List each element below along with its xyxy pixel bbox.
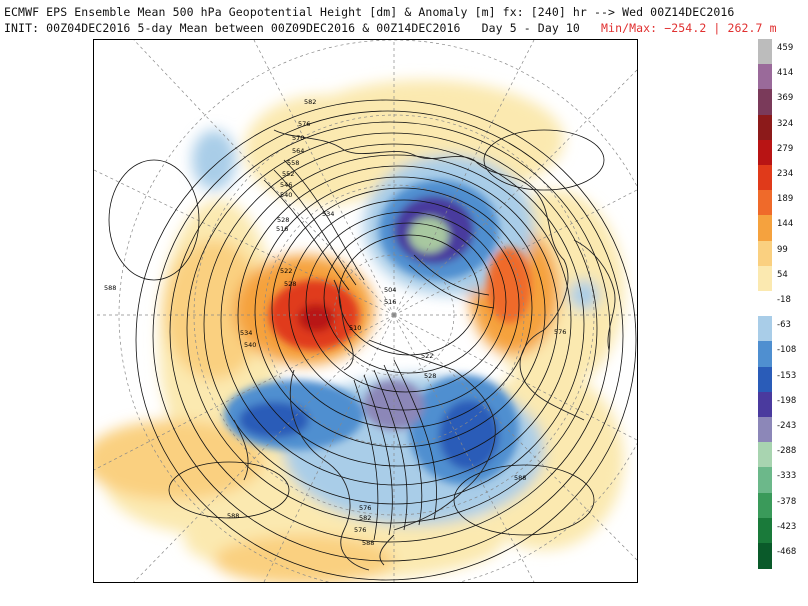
- contour-label: 552: [282, 170, 294, 178]
- contour-label: 588: [514, 474, 526, 482]
- colorbar-swatch: [758, 190, 772, 216]
- contour-label: 588: [362, 539, 374, 547]
- colorbar-swatch: [758, 39, 772, 65]
- contour-label: 576: [554, 328, 566, 336]
- contour-label: 522: [421, 352, 433, 360]
- colorbar-label: 189: [777, 194, 794, 205]
- colorbar-label: 324: [777, 118, 794, 129]
- colorbar-label: -468: [777, 547, 797, 557]
- colorbar-swatch: [758, 417, 772, 443]
- colorbar-label: -153: [777, 370, 797, 381]
- contour-label: 528: [284, 280, 296, 288]
- colorbar-label: 234: [777, 169, 794, 179]
- colorbar-swatch: [758, 517, 772, 544]
- contour-label: 582: [359, 514, 371, 522]
- colorbar-swatch: [758, 114, 772, 141]
- contour-label: 564: [292, 147, 304, 155]
- contour-label: 528: [424, 372, 436, 380]
- colorbar-label: -18: [777, 295, 791, 305]
- contour-label: 570: [292, 134, 304, 142]
- contour-label: 516: [384, 298, 396, 306]
- min-max-readout: Min/Max: −254.2 | 262.7 m: [601, 21, 777, 35]
- contour-label: 510: [349, 324, 361, 332]
- colorbar-swatch: [758, 341, 772, 368]
- contour-label: 576: [298, 120, 310, 128]
- colorbar-swatch: [758, 543, 772, 569]
- colorbar-label: 54: [777, 269, 788, 280]
- colorbar-label: -108: [777, 345, 797, 356]
- colorbar-swatch: [758, 139, 772, 166]
- colorbar-swatch: [758, 89, 772, 116]
- contour-label: 534: [240, 329, 252, 337]
- colorbar-swatch: [758, 215, 772, 242]
- colorbar-label: -198: [777, 395, 797, 406]
- colorbar-swatch: [758, 492, 772, 519]
- coastlines: [233, 129, 616, 571]
- colorbar-label: -378: [777, 496, 797, 507]
- colorbar-swatch: [758, 366, 772, 393]
- map-title: ECMWF EPS Ensemble Mean 500 hPa Geopoten…: [4, 5, 735, 19]
- contour-label: 528: [277, 216, 289, 224]
- map-subtitle: INIT: 00Z04DEC2016 5-day Mean between 00…: [4, 21, 777, 35]
- contour-label: 588: [104, 284, 116, 292]
- colorbar-swatch: [758, 442, 772, 468]
- colorbar-swatch: [758, 165, 772, 191]
- colorbar-label: -243: [777, 421, 797, 431]
- colorbar-label: 459: [777, 43, 794, 53]
- colorbar-swatch: [758, 467, 772, 494]
- polar-stereographic-map: 582 576 570 564 558 552 546 540 534 528 …: [93, 39, 638, 583]
- height-contours: [108, 99, 637, 581]
- colorbar-label: 369: [777, 93, 794, 104]
- contour-label: 576: [359, 504, 371, 512]
- colorbar-label: 414: [777, 68, 794, 79]
- contour-label: 504: [384, 286, 396, 294]
- colorbar-label: -63: [777, 320, 791, 331]
- contour-label: 522: [280, 267, 292, 275]
- colorbar-swatch: [758, 64, 772, 90]
- contour-label-group: 582 576 570 564 558 552 546 540 534 528 …: [104, 98, 566, 547]
- contour-label: 546: [280, 181, 292, 189]
- colorbar-label: -423: [777, 521, 797, 532]
- colorbar-label: 144: [777, 219, 794, 230]
- map-canvas: 582 576 570 564 558 552 546 540 534 528 …: [94, 40, 637, 582]
- colorbar-swatch: [758, 291, 772, 317]
- colorbar-label: 279: [777, 143, 794, 154]
- colorbar-swatch: [758, 240, 772, 267]
- colorbar-label: -288: [777, 446, 797, 457]
- colorbar-swatch: [758, 316, 772, 342]
- lat-lon-grid: [94, 40, 637, 582]
- contour-label: 516: [276, 225, 288, 233]
- contour-label: 558: [287, 159, 299, 167]
- contour-label: 534: [322, 210, 334, 218]
- contour-label: 588: [227, 512, 239, 520]
- contour-label: 576: [354, 526, 366, 534]
- colorbar-swatch: [758, 391, 772, 418]
- contour-label: 540: [244, 341, 256, 349]
- contour-label: 582: [304, 98, 316, 106]
- colorbar-swatch: [758, 265, 772, 292]
- anomaly-colorbar: 459 414 369 324 279 234 189 144 99 54 -18 -63 -108 -1…: [756, 39, 806, 569]
- colorbar-label: 99: [777, 244, 788, 255]
- colorbar-label: -333: [777, 471, 797, 482]
- init-period-text: INIT: 00Z04DEC2016 5-day Mean between 00…: [4, 21, 580, 35]
- contour-label: 540: [280, 191, 292, 199]
- anomaly-shading: [94, 80, 624, 582]
